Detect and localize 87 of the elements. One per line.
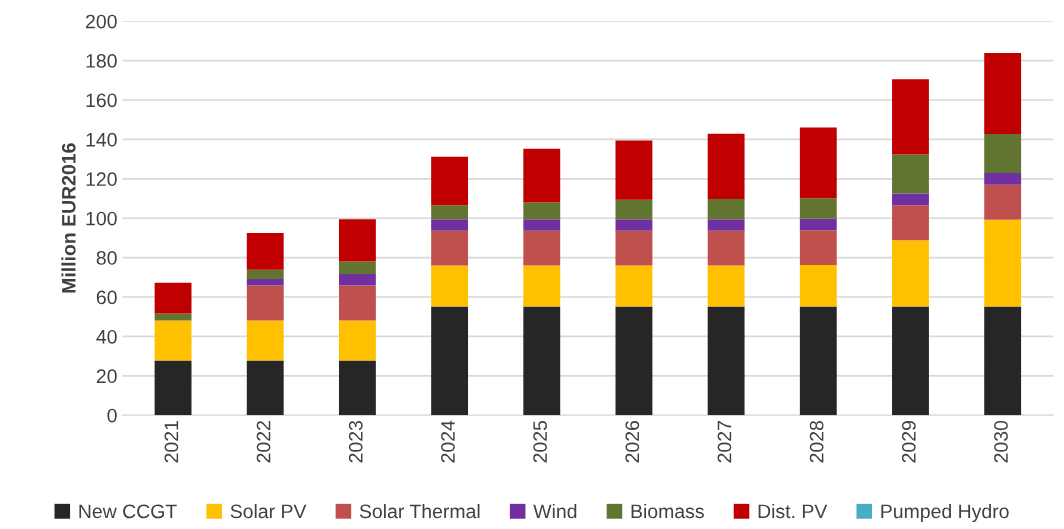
- x-tick-label: 2026: [625, 420, 640, 463]
- bar: [246, 360, 284, 416]
- bar: [707, 230, 745, 266]
- bar: [523, 148, 561, 203]
- bar: [246, 278, 284, 286]
- bar: [892, 79, 929, 155]
- legend-label: Biomass: [631, 503, 704, 519]
- x-tick-label: 2030: [994, 420, 1008, 463]
- bar: [523, 202, 561, 220]
- legend-label: New CCGT: [79, 504, 177, 519]
- x-tick-label: 2025: [533, 420, 547, 463]
- x-tick-label: 2024: [441, 420, 455, 463]
- x-tick-label: 2023: [348, 420, 363, 463]
- bar: [523, 230, 561, 266]
- bar: [523, 265, 561, 307]
- bar: [338, 273, 376, 286]
- bar: [892, 240, 929, 307]
- bar: [984, 173, 1022, 185]
- bar: [615, 265, 653, 307]
- bar: [154, 313, 192, 321]
- bar: [431, 156, 469, 206]
- y-tick-label: 120: [86, 172, 117, 187]
- x-tick-label: 2029: [901, 421, 916, 463]
- bar: [984, 134, 1022, 174]
- y-tick-label: 180: [86, 54, 117, 68]
- bar: [431, 205, 469, 220]
- bar: [338, 320, 376, 361]
- y-tick-label: 80: [96, 251, 117, 265]
- y-tick-label: 200: [86, 14, 117, 29]
- y-tick-label: 60: [96, 290, 117, 305]
- x-tick-label: 2022: [256, 421, 271, 463]
- bar: [246, 285, 284, 321]
- bar: [984, 219, 1022, 307]
- bar: [799, 198, 837, 219]
- legend-label: Pumped Hydro: [881, 503, 1009, 523]
- bar: [799, 230, 837, 266]
- y-tick-label: 40: [96, 329, 117, 344]
- legend-label: Dist. PV: [758, 503, 828, 519]
- bar: [338, 285, 376, 321]
- y-tick-label: 140: [86, 132, 117, 147]
- bar: [707, 199, 745, 220]
- x-tick-label: 2028: [809, 420, 824, 463]
- bar: [799, 306, 837, 416]
- bar: [431, 306, 469, 416]
- bar: [615, 219, 653, 231]
- bar: [984, 184, 1022, 220]
- bar: [615, 199, 653, 220]
- bar: [799, 127, 837, 199]
- y-tick-label: 100: [86, 211, 117, 226]
- bar: [431, 219, 469, 231]
- bar: [431, 230, 469, 266]
- bar: [892, 154, 929, 194]
- legend-label: Solar Thermal: [359, 503, 480, 519]
- bar: [338, 360, 376, 416]
- bar: [246, 232, 284, 270]
- y-tick-label: 20: [96, 369, 117, 384]
- bar: [984, 53, 1022, 135]
- bar: [615, 140, 653, 200]
- bar: [338, 219, 376, 262]
- y-axis-title: Million EUR2016: [61, 143, 76, 293]
- bar: [246, 269, 284, 279]
- bar: [338, 261, 376, 274]
- bar: [799, 265, 837, 307]
- x-tick-label: 2027: [717, 421, 732, 463]
- bar: [984, 306, 1022, 416]
- bar: [707, 306, 745, 416]
- bar: [892, 193, 929, 206]
- bar: [523, 306, 561, 416]
- bar: [707, 265, 745, 307]
- bar: [154, 282, 192, 314]
- legend-label: Wind: [533, 503, 577, 519]
- bar: [615, 230, 653, 266]
- bar: [707, 133, 745, 200]
- bar: [892, 306, 929, 416]
- bar: [707, 219, 745, 231]
- x-tick-label: 2021: [164, 421, 179, 463]
- bar: [799, 218, 837, 231]
- bar: [431, 265, 469, 307]
- bar: [246, 320, 284, 361]
- bar: [523, 219, 561, 231]
- y-tick-label: 0: [107, 408, 117, 423]
- y-tick-label: 160: [86, 93, 117, 108]
- legend-label: Solar PV: [230, 503, 307, 519]
- bar: [892, 205, 929, 241]
- bar: [615, 306, 653, 416]
- bar: [154, 360, 192, 416]
- bar: [154, 320, 192, 361]
